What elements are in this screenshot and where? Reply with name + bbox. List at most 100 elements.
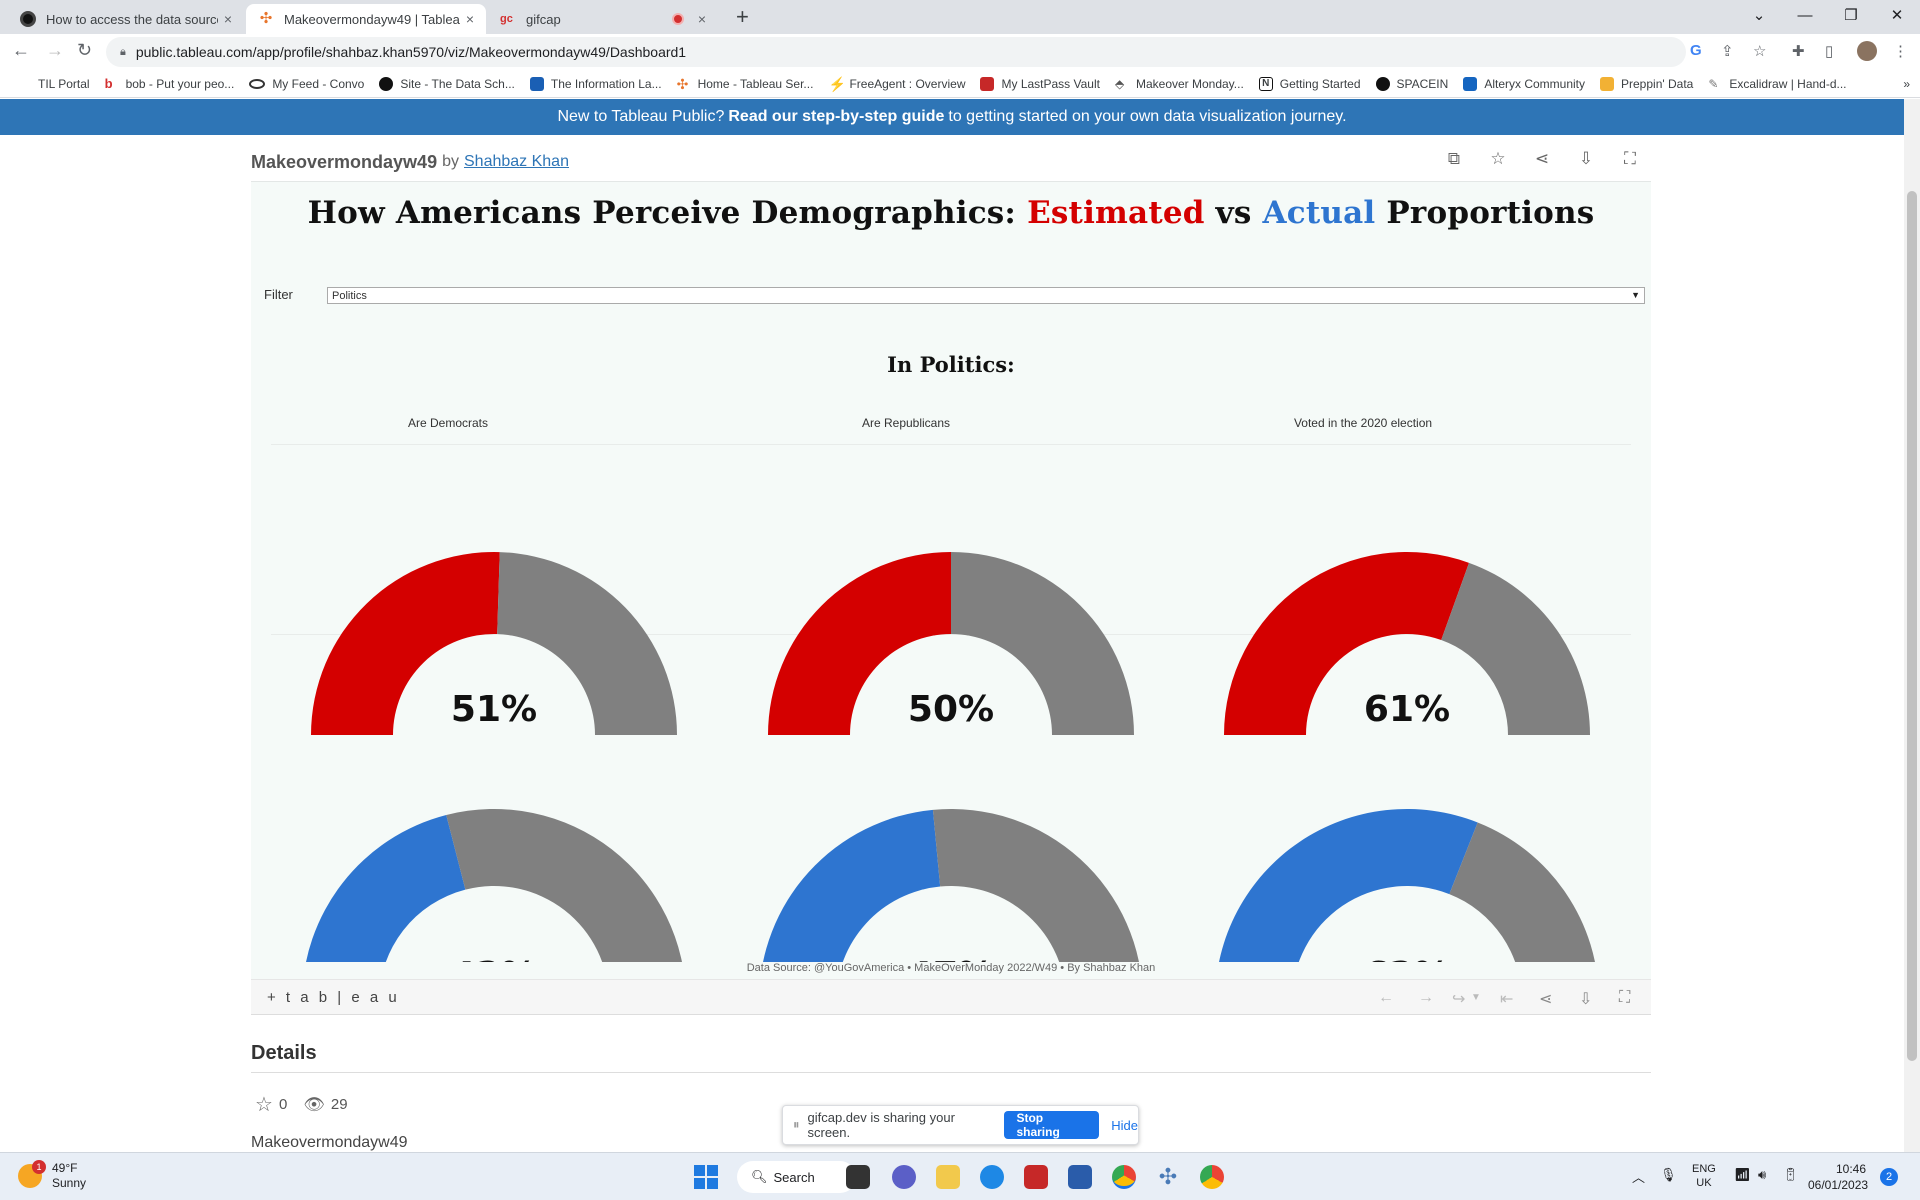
redo-icon[interactable]: → [1418, 989, 1434, 1006]
hide-button[interactable]: Hide [1111, 1117, 1138, 1133]
bookmark-item[interactable]: b bob - Put your peo... [104, 75, 235, 91]
share-icon[interactable]: ⋖ [1539, 991, 1553, 1008]
google-translate-icon[interactable]: G [1690, 42, 1702, 59]
step-by-step-guide-link[interactable]: Read our step-by-step guide [728, 108, 945, 125]
bookmark-item[interactable]: My Feed - Convo [249, 77, 364, 91]
menu-icon[interactable]: ⋮ [1893, 43, 1908, 60]
divider [271, 444, 1631, 445]
gauge-value-arc[interactable] [302, 815, 466, 962]
mcafee-icon[interactable] [1024, 1165, 1048, 1189]
close-tab-icon[interactable]: × [697, 11, 706, 27]
close-tab-icon[interactable]: × [223, 11, 232, 27]
author-link[interactable]: Shahbaz Khan [464, 153, 569, 170]
reset-icon[interactable]: ⇤ [1500, 991, 1514, 1008]
fullscreen-icon[interactable]: ⛶ [1624, 149, 1636, 168]
bookmark-item[interactable]: ✎ Excalidraw | Hand-d... [1708, 76, 1847, 91]
bookmark-item[interactable]: ✣ Home - Tableau Ser... [676, 75, 814, 92]
tab-how-to-access[interactable]: How to access the data source of × [8, 4, 244, 34]
chrome-icon[interactable] [1112, 1165, 1136, 1189]
reload-icon[interactable]: ↻ [77, 40, 93, 60]
share-icon[interactable]: ⋖ [1534, 149, 1550, 168]
volume-icon[interactable]: 🔊︎ [1758, 1167, 1767, 1182]
tab-makeovermondayw49[interactable]: ✣ Makeovermondayw49 | Tableau P × [246, 4, 486, 34]
forward-icon[interactable]: → [46, 40, 64, 60]
revert-icon[interactable]: ↪ [1452, 991, 1466, 1008]
bookmark-item[interactable]: Preppin' Data [1600, 76, 1693, 91]
new-tab-button[interactable]: + [736, 4, 749, 29]
file-explorer-icon[interactable] [936, 1165, 960, 1189]
task-view-icon[interactable] [846, 1165, 870, 1189]
teams-chat-icon[interactable] [892, 1165, 916, 1189]
gauge-value-arc[interactable] [768, 552, 951, 735]
tableau-app-icon[interactable]: ✣ [1158, 1164, 1178, 1189]
bookmark-item[interactable]: Site - The Data Sch... [379, 76, 515, 91]
side-panel-icon[interactable]: ▯ [1825, 43, 1834, 60]
download-icon[interactable]: ⇩ [1579, 991, 1593, 1008]
bookmark-item[interactable]: The Information La... [529, 76, 662, 91]
url-text: public.tableau.com/app/profile/shahbaz.k… [135, 44, 687, 60]
tab-gifcap[interactable]: gc gifcap × [488, 4, 718, 34]
restore-icon[interactable]: ❐ [1844, 7, 1858, 24]
chevron-down-icon[interactable]: ▼ [1471, 992, 1481, 1003]
gauge-remainder-arc[interactable] [1449, 822, 1599, 962]
stop-sharing-button[interactable]: Stop sharing [1004, 1111, 1100, 1139]
bookmarks-overflow-button[interactable]: » [1903, 76, 1910, 91]
notification-badge[interactable]: 2 [1880, 1168, 1898, 1186]
microphone-icon[interactable]: 🎙︎ [1660, 1167, 1677, 1182]
gauge-remainder-arc[interactable] [497, 552, 677, 735]
tab-search-icon[interactable]: ⌄ [1752, 7, 1766, 24]
extensions-icon[interactable]: ✚ [1792, 43, 1805, 60]
download-icon[interactable]: ⇩ [1578, 149, 1594, 168]
scrollbar-thumb[interactable] [1907, 191, 1917, 1061]
gauge-remainder-arc[interactable] [1441, 562, 1590, 735]
address-bar[interactable]: 🔒︎ public.tableau.com/app/profile/shahba… [106, 37, 1686, 67]
chrome-profile-icon[interactable] [1200, 1165, 1224, 1189]
tableau-logo[interactable]: + t a b | e a u [267, 989, 400, 1006]
favorite-star-icon[interactable]: ☆ [255, 1094, 273, 1116]
back-icon[interactable]: ← [12, 40, 30, 60]
taskbar-search[interactable]: 🔍︎ Search [737, 1161, 856, 1193]
clock[interactable]: 10:46 06/01/2023 [1808, 1162, 1869, 1192]
chevron-up-icon[interactable]: ︿ [1632, 1170, 1646, 1185]
drag-handle-icon[interactable]: ⏸ [793, 1117, 800, 1132]
store-icon[interactable] [1068, 1165, 1092, 1189]
gauge-value-arc[interactable] [1215, 809, 1478, 962]
bookmark-item[interactable]: N Getting Started [1258, 76, 1361, 91]
bookmark-item[interactable]: ⬘ Makeover Monday... [1114, 76, 1244, 91]
close-window-icon[interactable]: ✕ [1890, 7, 1904, 24]
data-source-note: Data Source: @YouGovAmerica • MakeOverMo… [746, 962, 1156, 974]
weather-widget[interactable]: 1 49°F Sunny [18, 1160, 86, 1191]
screen-share-notification: ⏸ gifcap.dev is sharing your screen. Sto… [782, 1105, 1139, 1145]
copy-icon[interactable]: ⧉ [1447, 149, 1461, 168]
wifi-icon[interactable]: 📶︎ [1734, 1167, 1751, 1182]
bookmark-star-icon[interactable]: ☆ [1753, 43, 1767, 60]
gauge-remainder-arc[interactable] [932, 809, 1143, 962]
gauge-value-arc[interactable] [311, 552, 500, 735]
bookmark-item[interactable]: SPACEIN [1375, 76, 1448, 91]
bookmark-item[interactable]: ⚡ FreeAgent : Overview [828, 75, 966, 92]
lock-icon: 🔒︎ [120, 45, 126, 58]
language-indicator[interactable]: ENG UK [1692, 1163, 1716, 1189]
gauge-remainder-arc[interactable] [446, 809, 686, 962]
favorite-star-icon[interactable]: ☆ [1490, 149, 1506, 168]
bookmark-item[interactable]: TIL Portal [38, 76, 90, 91]
gauge-remainder-arc[interactable] [951, 552, 1134, 735]
share-page-icon[interactable]: ⇪ [1721, 43, 1734, 60]
bookmark-item[interactable]: My LastPass Vault [980, 76, 1100, 91]
close-tab-icon[interactable]: × [465, 11, 474, 27]
gauge-value-arc[interactable] [1224, 552, 1469, 735]
fullscreen-icon[interactable]: ⛶ [1619, 989, 1631, 1006]
viz-header: Makeovermondayw49 by Shahbaz Khan ⧉ ☆ ⋖ … [251, 146, 1651, 178]
profile-avatar[interactable] [1857, 41, 1877, 61]
undo-icon[interactable]: ← [1378, 989, 1394, 1006]
section-subtitle: In Politics: [887, 352, 1015, 377]
edge-icon[interactable] [980, 1165, 1004, 1189]
filter-dropdown[interactable]: Politics ▼ [327, 287, 1645, 304]
page-scrollbar[interactable] [1904, 99, 1920, 1152]
gauge-value-label: 62% [1364, 955, 1450, 962]
battery-icon[interactable]: 🔋︎ [1782, 1167, 1799, 1182]
minimize-icon[interactable]: — [1797, 6, 1813, 24]
gauge-value-arc[interactable] [759, 809, 941, 962]
bookmark-item[interactable]: Alteryx Community [1463, 76, 1585, 91]
start-windows-icon[interactable] [694, 1165, 718, 1189]
